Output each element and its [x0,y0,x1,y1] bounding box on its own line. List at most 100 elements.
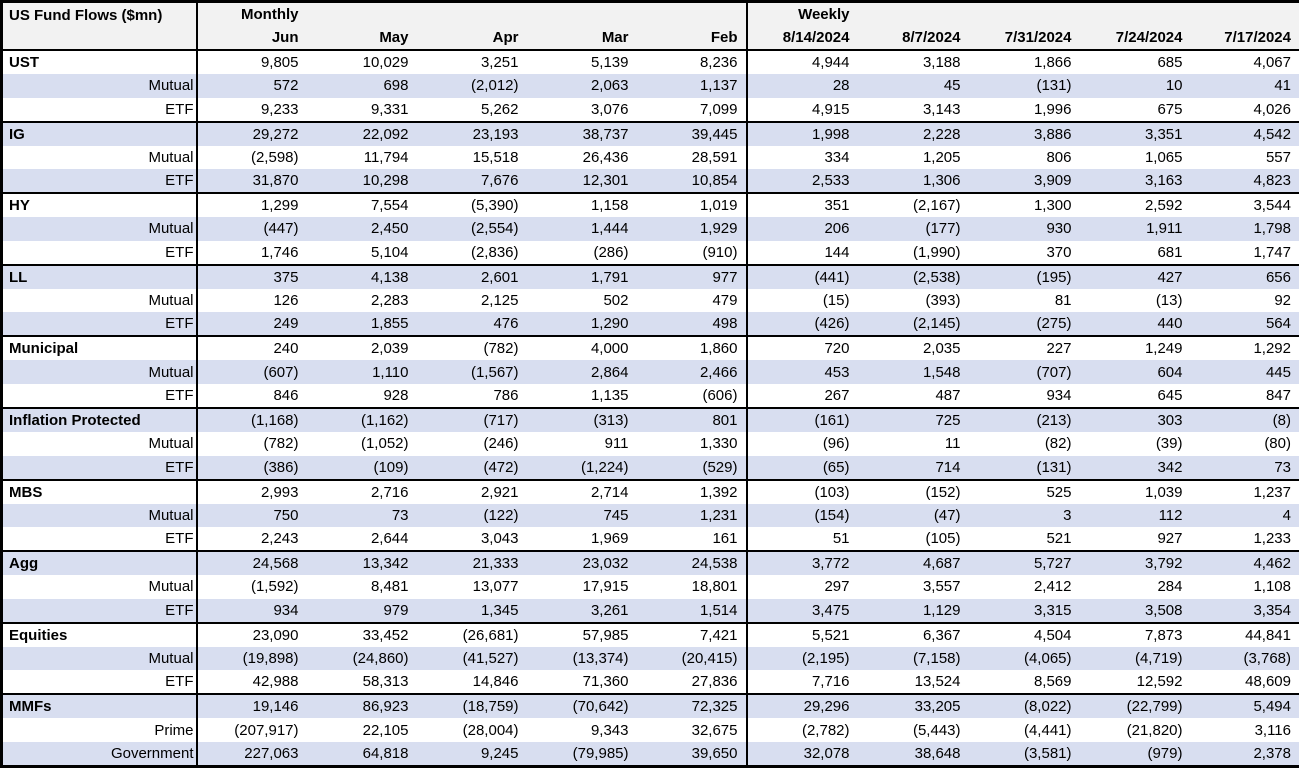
value-cell: (1,168) [196,406,307,432]
value-cell: 675 [1157,100,1183,118]
value-cell: (161) [745,406,858,432]
value-cell: (105) [925,530,961,548]
value-cell: (5,390) [416,192,527,218]
value-cell: 161 [712,530,738,548]
sub-row: Mutual (2,598) 11,794 15,518 26,436 28,591 334… [1,145,1299,170]
value-cell: 1,747 [1253,243,1291,261]
value-cell: 206 [745,217,858,241]
value-cell: (3,581) [968,741,1080,767]
value-cell: (41,527) [416,646,527,671]
value-cell: 22,105 [362,721,409,739]
column-header-week: 7/31/2024 [968,26,1080,51]
value-cell: 1,444 [526,217,637,241]
group-row: Inflation Protected (1,168) (1,162) (717) (3… [1,406,1299,432]
value-cell: 12,592 [1136,673,1183,691]
value-cell: (82) [1044,435,1072,453]
row-label: ETF [1,97,198,122]
sub-row: Prime (207,917) 22,105 (28,004) 9,343 32,675 (… [1,718,1299,742]
sub-row: Mutual (607) 1,110 (1,567) 2,864 2,466 453 1,54… [1,360,1299,384]
value-cell: (3,768) [1190,646,1299,671]
value-cell: 1,996 [1033,100,1072,118]
value-cell: 2,533 [745,169,858,194]
value-cell: 2,378 [1190,741,1299,767]
value-cell: (606) [702,386,738,404]
value-cell: 13,524 [914,673,961,691]
value-cell: (177) [857,217,969,241]
value-cell: 3,076 [590,100,629,118]
value-cell: 22,092 [306,120,417,146]
value-cell: 2,592 [1079,192,1191,218]
value-cell: 557 [1265,148,1291,166]
value-cell: (13,374) [526,646,637,671]
value-cell: 3,792 [1079,550,1191,576]
row-label: Prime [1,718,198,742]
value-cell: 13,077 [472,578,519,596]
row-label: ETF [1,383,198,408]
sub-row: ETF 31,870 10,298 7,676 12,301 10,854 2,533 1,3… [1,169,1299,194]
value-cell: 911 [604,435,629,453]
value-cell: (4,065) [968,646,1080,671]
value-cell: (26,681) [416,621,527,647]
value-cell: 23,193 [416,120,527,146]
value-cell: 29,296 [745,693,858,719]
value-cell: 1,855 [306,312,417,337]
value-cell: (13) [1155,292,1183,310]
value-cell: 5,262 [480,100,519,118]
value-cell: 2,450 [306,217,417,241]
value-cell: 2,243 [260,530,299,548]
value-cell: (707) [968,360,1080,384]
value-cell: 3,143 [922,100,961,118]
value-cell: 1,746 [260,243,299,261]
value-cell: (195) [968,263,1080,289]
value-cell: 1,345 [416,598,527,623]
column-header-month: Mar [526,26,637,51]
value-cell: (20,415) [636,646,747,671]
value-cell: (65) [745,455,858,480]
value-cell: (79,985) [526,741,637,767]
value-cell: 31,870 [196,169,307,194]
sub-row: ETF 9,233 9,331 5,262 3,076 7,099 4,915 3,143 1,… [1,97,1299,122]
value-cell: (607) [196,360,307,384]
value-cell: 86,923 [306,693,417,719]
value-cell: 1,039 [1079,478,1191,504]
value-cell: (286) [593,243,629,261]
value-cell: (2,782) [745,718,858,742]
value-cell: (47) [857,503,969,528]
value-cell: 1,205 [922,148,961,166]
value-cell: 681 [1157,243,1183,261]
value-cell: 1,135 [590,386,629,404]
value-cell: 8,236 [636,49,747,74]
section-header-row: US Fund Flows ($mn) Monthly Weekly [1,1,1299,50]
value-cell: 445 [1190,360,1299,384]
value-cell: (154) [745,503,858,528]
value-cell: 26,436 [582,148,629,166]
value-cell: 41 [1190,74,1299,98]
column-header-month: May [306,26,417,51]
value-cell: 7,716 [745,670,858,695]
value-cell: 7,873 [1079,621,1191,647]
value-cell: (2,167) [857,192,969,218]
value-cell: 4,944 [745,49,858,74]
value-cell: 979 [306,598,417,623]
value-cell: (39) [1155,435,1183,453]
value-cell: (2,145) [857,312,969,337]
value-cell: 14,846 [472,673,519,691]
value-cell: 64,818 [306,741,417,767]
value-cell: 57,985 [526,621,637,647]
value-cell: 3,475 [745,598,858,623]
value-cell: 4,026 [1253,100,1291,118]
row-label: Mutual [1,145,198,170]
row-label: LL [1,263,198,289]
value-cell: 427 [1079,263,1191,289]
value-cell: 342 [1079,455,1191,480]
value-cell: 1,798 [1190,217,1299,241]
value-cell: 38,648 [857,741,969,767]
value-cell: 1,065 [1144,148,1183,166]
value-cell: 334 [745,145,858,170]
value-cell: 3,351 [1079,120,1191,146]
value-cell: (5,443) [912,721,961,739]
sub-row: Mutual (447) 2,450 (2,554) 1,444 1,929 206 (177… [1,217,1299,241]
value-cell: 9,245 [416,741,527,767]
value-cell: 11 [944,435,961,453]
row-label: ETF [1,670,198,695]
